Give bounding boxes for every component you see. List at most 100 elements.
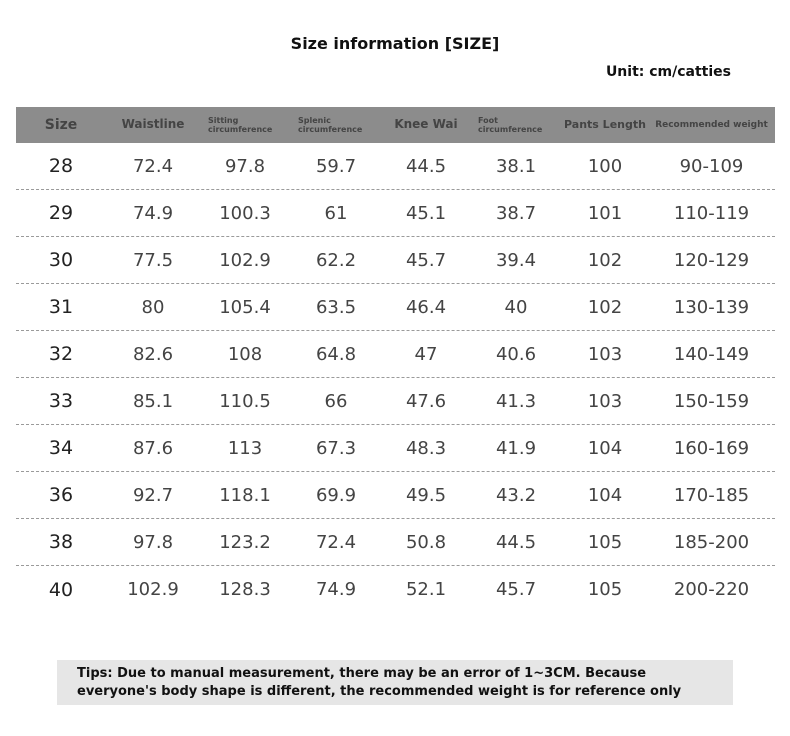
table-cell: 103 (587, 343, 623, 365)
table-cell: 90-109 (679, 155, 744, 177)
table-cell: 100.3 (219, 202, 271, 224)
table-cell: 29 (48, 202, 74, 224)
table-cell: 103 (587, 390, 623, 412)
column-header-recommended-weight: Recommended weight (655, 119, 768, 130)
column-header-splenic-circumference: Splenic circumference (298, 115, 363, 134)
table-cell: 46.4 (405, 296, 447, 318)
table-cell: 44.5 (495, 531, 537, 553)
table-row: 29 74.9 100.3 61 45.1 38.7 101 110-119 (16, 190, 775, 237)
table-cell: 77.5 (132, 249, 174, 271)
table-cell: 200-220 (673, 579, 750, 600)
table-row: 36 92.7 118.1 69.9 49.5 43.2 104 170-185 (16, 472, 775, 519)
table-cell: 104 (587, 437, 623, 459)
table-cell: 185-200 (673, 531, 750, 553)
table-cell: 130-139 (673, 296, 750, 318)
tips-note: Tips: Due to manual measurement, there m… (57, 660, 733, 705)
table-cell: 102 (587, 249, 623, 271)
table-cell: 63.5 (315, 296, 357, 318)
table-cell: 34 (48, 437, 74, 459)
table-row: 40 102.9 128.3 74.9 52.1 45.7 105 200-220 (16, 566, 775, 613)
table-row: 30 77.5 102.9 62.2 45.7 39.4 102 120-129 (16, 237, 775, 284)
table-cell: 69.9 (315, 484, 357, 506)
table-cell: 47 (414, 343, 438, 365)
table-cell: 41.9 (495, 437, 537, 459)
table-cell: 80 (141, 296, 165, 318)
table-cell: 72.4 (315, 531, 357, 553)
table-cell: 74.9 (315, 579, 357, 600)
table-cell: 105 (587, 531, 623, 553)
table-cell: 97.8 (224, 155, 266, 177)
table-header: Size Waistline Sitting circumference Spl… (16, 107, 775, 143)
table-cell: 32 (48, 343, 74, 365)
column-header-knee: Knee Wai (394, 117, 458, 132)
table-cell: 41.3 (495, 390, 537, 412)
table-cell: 102 (587, 296, 623, 318)
size-table: Size Waistline Sitting circumference Spl… (16, 107, 775, 613)
table-cell: 50.8 (405, 531, 447, 553)
table-cell: 45.7 (405, 249, 447, 271)
table-cell: 40 (504, 296, 528, 318)
table-cell: 110-119 (673, 202, 750, 224)
table-cell: 140-149 (673, 343, 750, 365)
table-cell: 72.4 (132, 155, 174, 177)
table-cell: 59.7 (315, 155, 357, 177)
column-header-sitting-circumference: Sitting circumference (208, 115, 273, 134)
table-cell: 108 (227, 343, 263, 365)
table-row: 33 85.1 110.5 66 47.6 41.3 103 150-159 (16, 378, 775, 425)
unit-label: Unit: cm/catties (605, 64, 731, 80)
table-cell: 40 (48, 578, 74, 601)
table-cell: 113 (227, 437, 263, 459)
table-cell: 48.3 (405, 437, 447, 459)
table-cell: 82.6 (132, 343, 174, 365)
table-cell: 47.6 (405, 390, 447, 412)
table-body: 28 72.4 97.8 59.7 44.5 38.1 100 90-109 29 74.9 100… (16, 143, 775, 613)
table-cell: 150-159 (673, 390, 750, 412)
table-cell: 104 (587, 484, 623, 506)
table-cell: 101 (587, 202, 623, 224)
table-cell: 97.8 (132, 531, 174, 553)
column-header-size: Size (44, 116, 78, 133)
table-cell: 28 (48, 155, 74, 177)
table-cell: 30 (48, 249, 74, 271)
table-cell: 39.4 (495, 249, 537, 271)
table-cell: 38 (48, 531, 74, 553)
table-cell: 110.5 (219, 390, 271, 412)
table-row: 38 97.8 123.2 72.4 50.8 44.5 105 185-200 (16, 519, 775, 566)
table-cell: 45.7 (495, 579, 537, 600)
table-cell: 49.5 (405, 484, 447, 506)
table-cell: 62.2 (315, 249, 357, 271)
table-cell: 33 (48, 390, 74, 412)
table-cell: 85.1 (132, 390, 174, 412)
table-cell: 36 (48, 484, 74, 506)
table-cell: 118.1 (219, 484, 271, 506)
table-cell: 102.9 (127, 579, 179, 600)
column-header-waistline: Waistline (121, 117, 185, 132)
table-cell: 160-169 (673, 437, 750, 459)
table-cell: 105 (587, 579, 623, 600)
column-header-pants-length: Pants Length (564, 117, 646, 131)
table-cell: 128.3 (219, 579, 271, 600)
table-cell: 102.9 (219, 249, 271, 271)
table-row: 34 87.6 113 67.3 48.3 41.9 104 160-169 (16, 425, 775, 472)
table-cell: 38.7 (495, 202, 537, 224)
table-cell: 170-185 (673, 484, 750, 506)
table-cell: 120-129 (673, 249, 750, 271)
table-row: 31 80 105.4 63.5 46.4 40 102 130-139 (16, 284, 775, 331)
table-cell: 67.3 (315, 437, 357, 459)
table-cell: 52.1 (405, 579, 447, 600)
table-row: 32 82.6 108 64.8 47 40.6 103 140-149 (16, 331, 775, 378)
table-cell: 64.8 (315, 343, 357, 365)
table-cell: 45.1 (405, 202, 447, 224)
table-row: 28 72.4 97.8 59.7 44.5 38.1 100 90-109 (16, 143, 775, 190)
table-cell: 92.7 (132, 484, 174, 506)
table-cell: 40.6 (495, 343, 537, 365)
table-cell: 38.1 (495, 155, 537, 177)
table-cell: 123.2 (219, 531, 271, 553)
table-cell: 105.4 (219, 296, 271, 318)
table-cell: 74.9 (132, 202, 174, 224)
column-header-foot-circumference: Foot circumference (478, 115, 543, 134)
page-title: Size information [SIZE] (290, 34, 500, 53)
table-cell: 66 (324, 390, 348, 412)
table-cell: 43.2 (495, 484, 537, 506)
table-cell: 87.6 (132, 437, 174, 459)
